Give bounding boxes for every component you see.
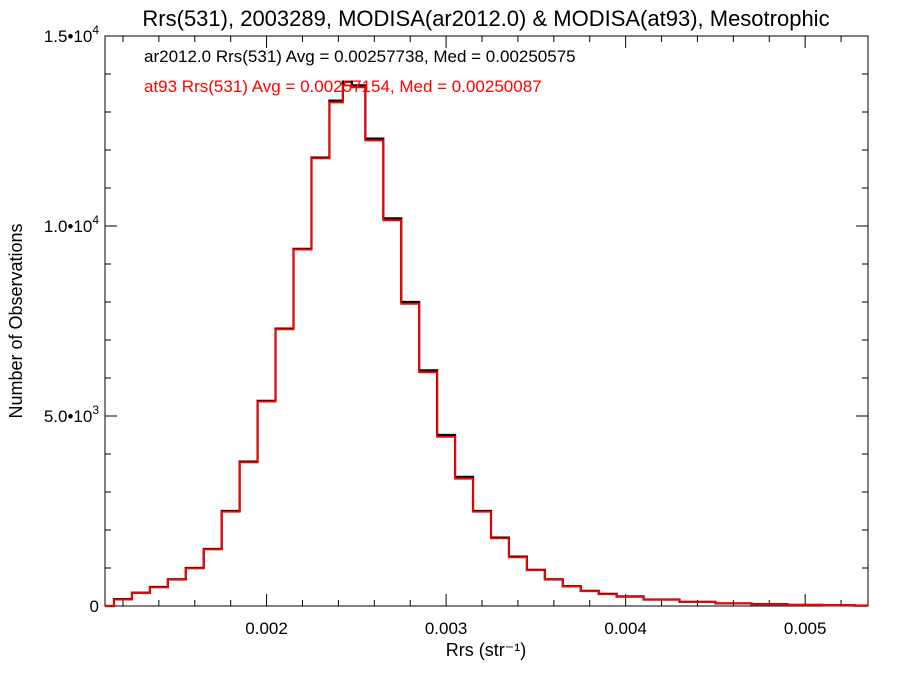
y-tick-mantissa: 1.0•10 bbox=[44, 217, 93, 236]
y-tick-mantissa: 1.5•10 bbox=[44, 27, 93, 46]
y-tick-label: 1.5•104 bbox=[44, 23, 100, 46]
y-tick-exponent: 4 bbox=[92, 23, 99, 37]
y-tick-label: 5.0•103 bbox=[44, 403, 100, 426]
x-tick-label: 0.003 bbox=[425, 619, 468, 638]
tick-layer: 0.002 0.003 0.004 0.00505.0•1031.0•1041.5•1… bbox=[44, 23, 868, 638]
series-line-0 bbox=[105, 80, 868, 608]
y-tick-exponent: 4 bbox=[92, 213, 99, 227]
y-tick-label: 0 bbox=[90, 597, 99, 616]
x-tick-label: 0.005 bbox=[784, 619, 827, 638]
legend-entry-0: ar2012.0 Rrs(531) Avg = 0.00257738, Med … bbox=[144, 47, 576, 66]
x-axis-label: Rrs (str⁻¹) bbox=[446, 640, 526, 660]
chart-title: Rrs(531), 2003289, MODISA(ar2012.0) & MO… bbox=[142, 6, 829, 31]
y-tick-mantissa: 5.0•10 bbox=[44, 407, 93, 426]
legend: ar2012.0 Rrs(531) Avg = 0.00257738, Med … bbox=[144, 47, 576, 96]
series-layer bbox=[105, 80, 868, 608]
x-tick-label: 0.002 bbox=[245, 619, 288, 638]
y-tick-label: 1.0•104 bbox=[44, 213, 100, 236]
y-axis-label: Number of Observations bbox=[6, 223, 26, 418]
y-tick-mantissa: 0 bbox=[90, 597, 99, 616]
plot-frame bbox=[104, 35, 869, 607]
legend-entry-1: at93 Rrs(531) Avg = 0.00257154, Med = 0.… bbox=[144, 77, 542, 96]
series-line-1 bbox=[105, 84, 868, 607]
x-tick-label: 0.004 bbox=[604, 619, 647, 638]
y-tick-exponent: 3 bbox=[92, 403, 99, 417]
